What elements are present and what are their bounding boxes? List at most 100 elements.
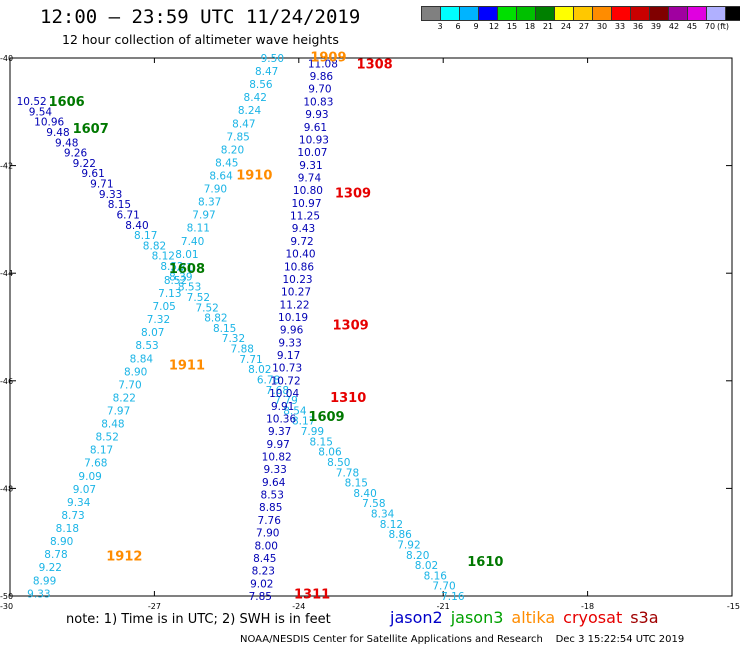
wave-height-value: 10.96: [34, 117, 64, 129]
legend-label: 30: [596, 22, 608, 31]
satellite-legend: jason2 jason3 altika cryosat s3a: [390, 608, 667, 627]
lon-tick-label: -30: [0, 602, 13, 611]
wave-height-value: 7.52: [187, 292, 210, 304]
wave-height-value: 8.17: [134, 230, 157, 242]
lon-tick-label: -21: [437, 602, 450, 611]
wave-height-value: 9.50: [261, 53, 284, 65]
wave-height-value: 8.47: [232, 118, 255, 130]
wave-height-value: 9.54: [29, 106, 53, 118]
color-legend-labels: 3 6 9 12 15 18 21 24 27 30 33 36 39 42 45 70 (ft): [422, 22, 740, 34]
legend-label: 42: [668, 22, 680, 31]
wave-height-value: 9.33: [263, 464, 286, 476]
legend-label: 39: [650, 22, 662, 31]
lon-tick-label: -27: [148, 602, 161, 611]
wave-height-value: 6.71: [116, 209, 139, 221]
wave-height-value: 7.85: [249, 591, 272, 603]
lat-tick-label: -42: [0, 162, 13, 171]
lat-tick-label: -48: [0, 484, 13, 493]
wave-height-value: 9.48: [46, 127, 69, 139]
legend-label: 36: [632, 22, 644, 31]
wave-height-value: 9.86: [310, 71, 334, 83]
wave-height-value: 9.07: [73, 484, 96, 496]
wave-height-value: 7.32: [147, 314, 170, 326]
wave-height-value: 8.23: [252, 566, 275, 578]
wave-height-value: 8.06: [318, 447, 342, 459]
chart-title: 12:00 — 23:59 UTC 11/24/2019: [40, 6, 361, 28]
wave-height-value: 8.84: [130, 353, 154, 365]
pass-number-label: 1309: [332, 318, 368, 333]
map-frame: [9, 57, 733, 597]
wave-height-value: 7.76: [258, 515, 282, 527]
wave-height-value: 8.12: [152, 251, 175, 263]
pass-number-label: 1909: [310, 50, 346, 65]
wave-height-value: 9.31: [299, 160, 322, 172]
wave-height-value: 8.56: [249, 79, 273, 91]
wave-height-value: 9.93: [305, 109, 328, 121]
pass-number-label: 1308: [357, 57, 393, 72]
wave-height-value: 9.02: [250, 578, 273, 590]
wave-height-value: 8.52: [96, 432, 119, 444]
wave-height-value: 7.70: [118, 379, 141, 391]
satellite-legend-item: altika: [511, 608, 556, 627]
wave-height-value: 9.33: [27, 588, 50, 600]
wave-height-value: 9.34: [67, 497, 91, 509]
wave-height-value: 8.90: [124, 366, 147, 378]
satellite-legend-item: s3a: [630, 608, 659, 627]
wave-height-value: 11.25: [290, 211, 320, 223]
pass-number-label: 1911: [169, 359, 205, 374]
wave-height-value: 7.05: [152, 301, 175, 313]
pass-number-label: 1608: [169, 262, 205, 277]
wave-height-value: 7.32: [222, 333, 245, 345]
wave-height-value: 8.18: [56, 523, 79, 535]
legend-label: 24: [560, 22, 572, 31]
wave-height-value: 9.61: [81, 168, 104, 180]
wave-height-value: 7.70: [432, 581, 455, 593]
wave-height-value: 8.45: [253, 553, 276, 565]
wave-height-value: 9.37: [268, 426, 291, 438]
pass-number-label: 1910: [236, 169, 272, 184]
wave-height-value: 8.64: [209, 171, 233, 183]
wave-height-value: 9.61: [304, 122, 327, 134]
wave-height-value: 8.50: [327, 457, 350, 469]
track-jason3-1606-1607-1608-1609-1610: 10.529.5410.969.489.489.269.229.619.719.…: [17, 96, 465, 603]
wave-height-value: 7.13: [158, 288, 181, 300]
satellite-legend-item: jason2: [390, 608, 443, 627]
wave-height-value: 8.99: [33, 575, 56, 587]
wave-height-value: 7.92: [397, 539, 420, 551]
pass-number-label: 1607: [73, 122, 109, 137]
wave-height-value: 10.27: [281, 287, 311, 299]
wave-height-value: 8.86: [388, 529, 412, 541]
wave-height-value: 8.52: [160, 261, 183, 273]
wave-height-value: 9.33: [99, 189, 122, 201]
wave-height-value: 7.90: [204, 184, 227, 196]
wave-height-value: 9.09: [78, 471, 101, 483]
lat-tick-label: -44: [0, 269, 13, 278]
wave-height-value: 7.97: [192, 210, 215, 222]
pass-number-label: 1309: [335, 187, 371, 202]
pass-number-label: 1912: [106, 550, 142, 565]
lat-tick-label: -50: [0, 592, 13, 601]
wave-height-value: 7.79: [274, 395, 297, 407]
legend-label: 12: [488, 22, 500, 31]
lon-tick-label: -15: [727, 602, 740, 611]
legend-label: 33: [614, 22, 626, 31]
wave-height-value: 9.91: [271, 401, 294, 413]
wave-height-value: 8.37: [198, 197, 221, 209]
note-text: note: 1) Time is in UTC; 2) SWH is in fe…: [66, 612, 331, 627]
wave-height-value: 7.90: [256, 528, 279, 540]
satellite-legend-item: cryosat: [563, 608, 623, 627]
wave-height-value: 7.68: [266, 385, 289, 397]
wave-height-value: 8.52: [164, 275, 187, 287]
wave-height-value: 10.93: [299, 134, 329, 146]
pass-number-label: 1606: [49, 95, 85, 110]
wave-height-value: 8.17: [90, 445, 113, 457]
wave-height-value: 9.64: [262, 477, 286, 489]
wave-height-value: 9.97: [266, 439, 289, 451]
wave-height-value: 8.90: [50, 536, 73, 548]
wave-height-value: 10.52: [17, 96, 47, 108]
chart-subtitle: 12 hour collection of altimeter wave hei…: [62, 32, 339, 47]
satellite-tracks: 9.508.478.568.428.248.477.858.208.458.64…: [17, 53, 465, 603]
wave-height-value: 8.01: [175, 249, 198, 261]
wave-height-value: 7.97: [107, 406, 130, 418]
